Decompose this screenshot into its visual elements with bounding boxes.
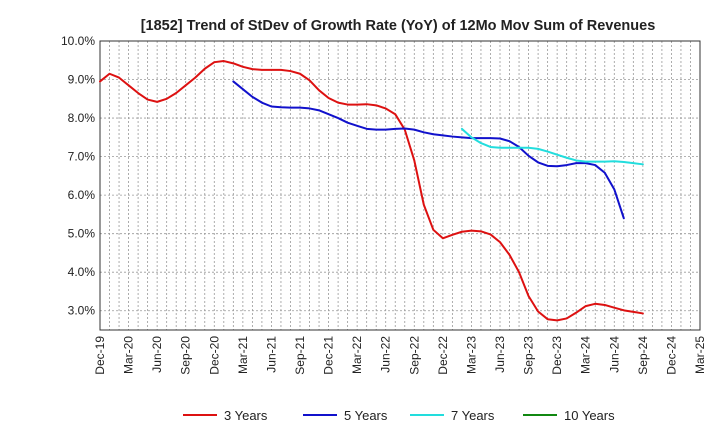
y-tick-label: 6.0%	[68, 188, 96, 202]
plot-background	[100, 41, 700, 330]
x-tick-label: Sep-24	[636, 336, 650, 375]
x-tick-label: Mar-21	[236, 336, 250, 374]
y-tick-label: 3.0%	[68, 304, 96, 318]
x-tick-label: Dec-24	[664, 336, 678, 375]
x-tick-label: Jun-23	[493, 336, 507, 373]
chart-title: [1852] Trend of StDev of Growth Rate (Yo…	[141, 18, 656, 34]
x-tick-label: Sep-22	[407, 336, 421, 375]
x-tick-label: Jun-21	[264, 336, 278, 373]
legend-label-3-years: 3 Years	[224, 408, 268, 423]
x-tick-label: Mar-25	[693, 336, 707, 374]
x-tick-label: Mar-23	[464, 336, 478, 374]
x-tick-label: Jun-20	[150, 336, 164, 373]
x-tick-label: Mar-22	[350, 336, 364, 374]
x-tick-label: Jun-24	[607, 336, 621, 373]
x-tick-label: Jun-22	[379, 336, 393, 373]
plot-area: 3.0% 4.0% 5.0% 6.0% 7.0% 8.0% 9.0% 10.0% Dec-19 M…	[61, 34, 707, 375]
y-tick-label: 4.0%	[68, 265, 96, 279]
x-tick-label: Dec-21	[322, 336, 336, 375]
y-tick-label: 10.0%	[61, 34, 95, 48]
x-tick-label: Dec-23	[550, 336, 564, 375]
x-tick-label: Mar-20	[122, 336, 136, 374]
x-tick-label: Mar-24	[579, 336, 593, 374]
x-tick-label: Sep-20	[179, 336, 193, 375]
legend-label-7-years: 7 Years	[451, 408, 495, 423]
series-line-7-years	[460, 127, 644, 166]
y-tick-label: 8.0%	[68, 111, 96, 125]
x-tick-label: Dec-20	[207, 336, 221, 375]
series-line-5-years	[232, 80, 625, 220]
legend-label-5-years: 5 Years	[344, 408, 388, 423]
plot-frame	[99, 40, 701, 331]
x-tick-label: Sep-21	[293, 336, 307, 375]
y-tick-label: 7.0%	[68, 150, 96, 164]
legend-label-10-years: 10 Years	[564, 408, 615, 423]
legend: 3 Years 5 Years 7 Years 10 Years	[183, 408, 615, 423]
x-tick-label: Dec-19	[93, 336, 107, 375]
x-tick-label: Sep-23	[522, 336, 536, 375]
y-tick-label: 5.0%	[68, 227, 96, 241]
y-tick-label: 9.0%	[68, 73, 96, 87]
series-line-3-years	[99, 60, 644, 322]
x-tick-label: Dec-22	[436, 336, 450, 375]
